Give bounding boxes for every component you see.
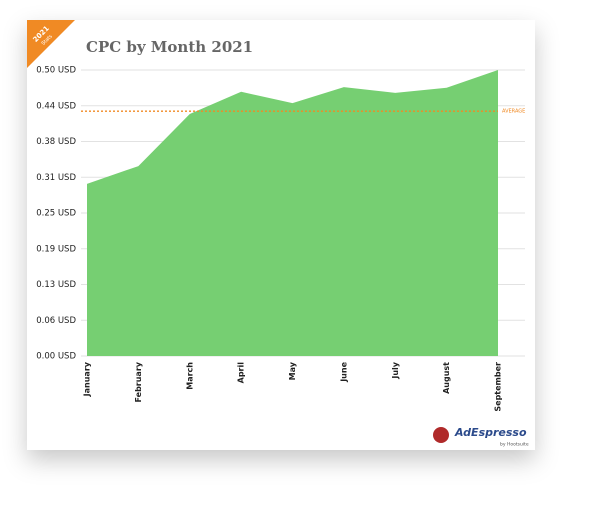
logo-icon [433, 427, 449, 443]
y-tick-label: 0.00 USD [36, 352, 76, 362]
x-tick-label: August [442, 362, 451, 394]
y-tick-label: 0.06 USD [36, 316, 76, 326]
y-tick-label: 0.38 USD [36, 137, 76, 147]
y-tick-label: 0.44 USD [36, 101, 76, 111]
average-label: AVERAGE [502, 109, 525, 115]
logo-by: by Hootsuite [500, 442, 529, 448]
x-tick-label: September [494, 362, 503, 412]
y-tick-label: 0.13 USD [36, 280, 76, 290]
x-tick-label: July [391, 361, 400, 379]
x-tick-label: June [339, 361, 348, 382]
y-tick-label: 0.50 USD [36, 66, 76, 76]
logo-name: AdEspresso [454, 426, 527, 439]
x-tick-label: January [83, 361, 92, 397]
x-tick-label: May [288, 361, 297, 380]
badge [27, 20, 75, 68]
y-tick-label: 0.31 USD [36, 173, 76, 183]
area [87, 70, 498, 356]
x-tick-label: April [237, 362, 246, 384]
y-tick-label: 0.25 USD [36, 209, 76, 219]
chart-title: CPC by Month 2021 [86, 38, 253, 56]
x-tick-label: March [185, 362, 194, 390]
logo: AdEspresso by Hootsuite [433, 426, 529, 448]
y-tick-label: 0.19 USD [36, 244, 76, 254]
x-tick-label: February [134, 361, 143, 402]
